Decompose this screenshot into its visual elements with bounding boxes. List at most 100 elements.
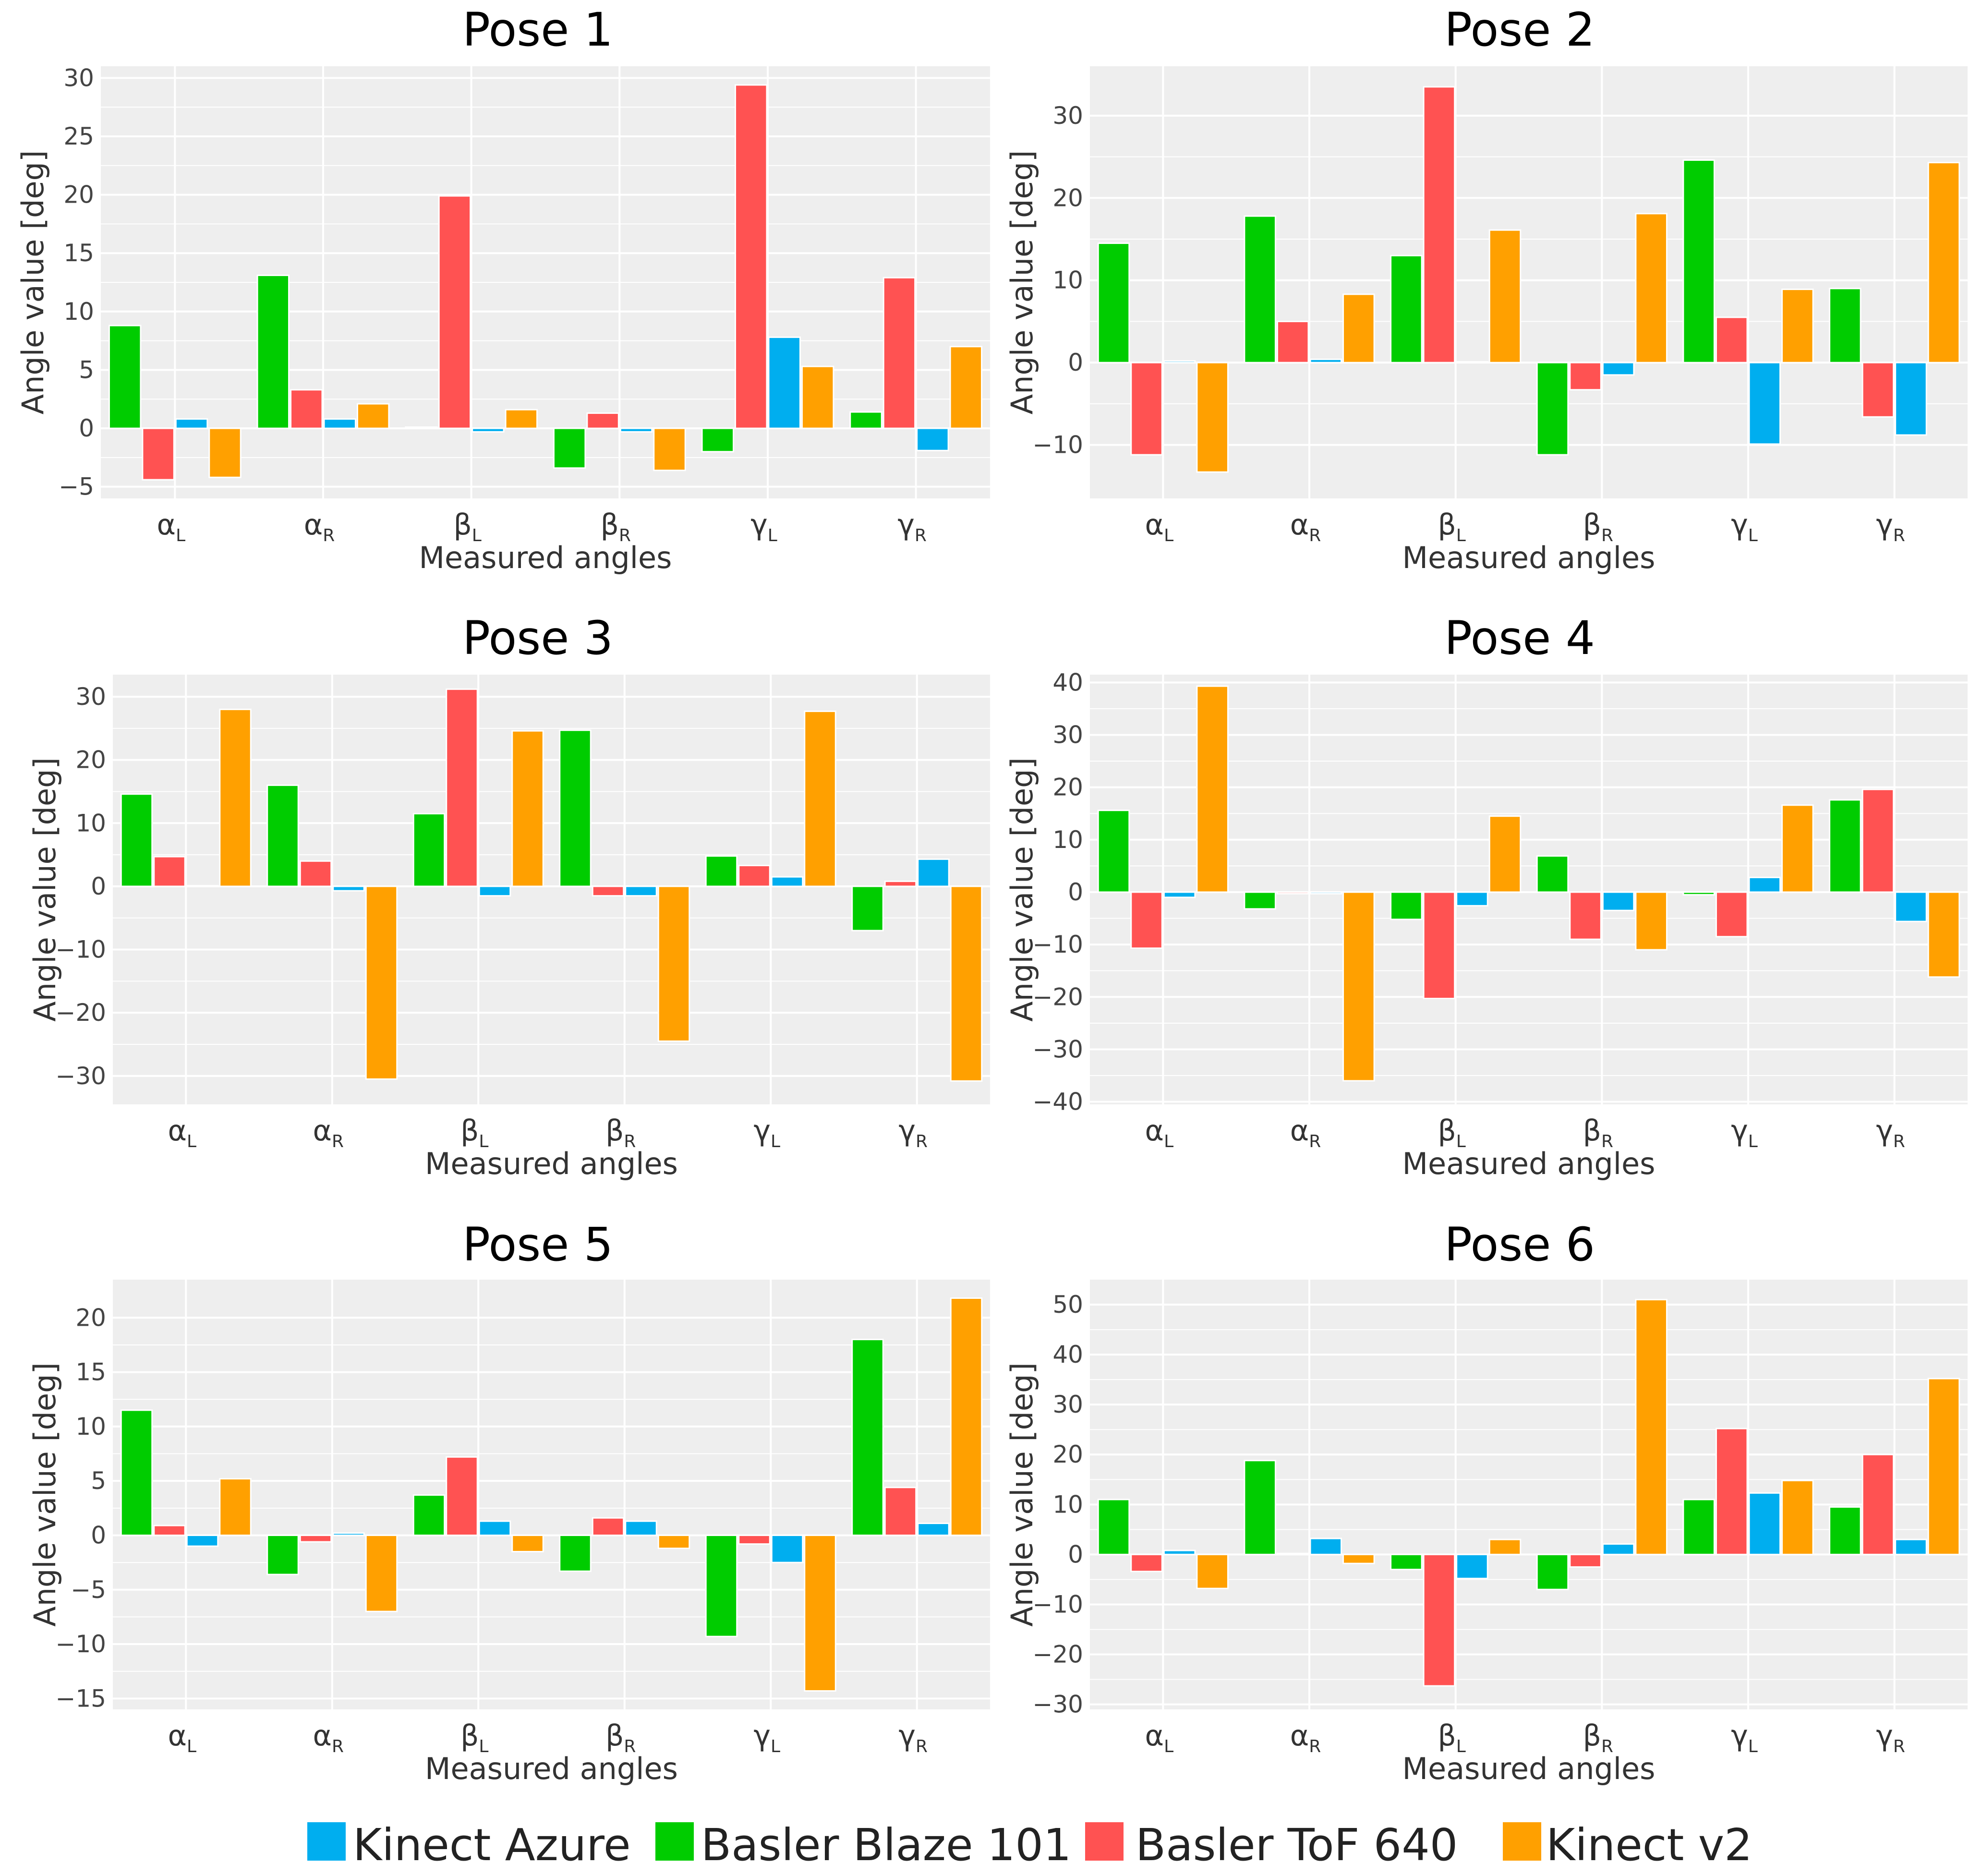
y-tick-label: 10 [1052, 1490, 1083, 1518]
bar-basler-blaze-101 [1829, 1506, 1861, 1555]
bar-kinect-azure [1895, 362, 1927, 436]
bar-basler-tof-640 [882, 277, 916, 429]
bar-basler-tof-640 [1423, 1553, 1456, 1687]
x-axis-label: Measured angles [425, 1751, 678, 1786]
bar-basler-blaze-101 [1829, 799, 1861, 893]
bar-basler-blaze-101 [1829, 288, 1861, 363]
legend-label: Basler ToF 640 [1136, 1819, 1458, 1871]
x-tick-label: αL [168, 1114, 196, 1151]
bar-basler-blaze-101 [1390, 891, 1423, 920]
bar-kinect-azure [917, 1523, 950, 1536]
bar-basler-tof-640 [1715, 1428, 1748, 1555]
plot-panel [1090, 675, 1968, 1104]
y-tick-label: −20 [1032, 1641, 1083, 1669]
bar-basler-blaze-101 [1244, 1460, 1276, 1555]
y-tick-label: −5 [71, 1576, 106, 1604]
y-tick-label: 30 [1052, 102, 1083, 130]
bar-kinect-v2 [219, 1478, 252, 1536]
bar-kinect-azure [1309, 1537, 1342, 1555]
bar-kinect-v2 [511, 730, 544, 887]
bar-kinect-v2 [950, 1297, 983, 1536]
bar-basler-tof-640 [1715, 891, 1748, 938]
y-tick-label: 40 [1052, 1341, 1083, 1368]
x-tick-label: γR [898, 1719, 928, 1756]
y-tick-label: 40 [1052, 668, 1083, 696]
bar-kinect-azure [916, 427, 949, 451]
bar-basler-tof-640 [1130, 362, 1163, 456]
bar-kinect-v2 [1488, 1538, 1522, 1555]
bar-basler-blaze-101 [553, 427, 586, 469]
bar-basler-tof-640 [1423, 891, 1456, 1000]
bar-basler-blaze-101 [412, 813, 446, 887]
chart-pose-4: Pose 4 −40 −30 −20 −10 0 10 20 30 40 αL αR βL βR γL γR M… [1004, 611, 1968, 1181]
chart-title: Pose 3 [462, 611, 613, 665]
bar-basler-blaze-101 [108, 325, 142, 429]
y-tick-label: 20 [63, 181, 94, 209]
bar-basler-tof-640 [1130, 891, 1163, 949]
y-tick-label: 0 [1068, 1540, 1083, 1568]
x-tick-label: αR [304, 508, 335, 545]
y-tick-label: 0 [91, 872, 106, 900]
bar-basler-blaze-101 [1682, 891, 1715, 896]
y-axis-label: Angle value [deg] [15, 150, 50, 414]
x-tick-label: βR [1583, 508, 1613, 545]
y-tick-label: 25 [63, 122, 94, 150]
bar-basler-blaze-101 [266, 784, 299, 887]
bar-basler-tof-640 [1423, 86, 1456, 363]
y-tick-label: −30 [1032, 1035, 1083, 1063]
bar-kinect-v2 [356, 403, 390, 429]
chart-pose-6: Pose 6 −30 −20 −10 0 10 20 30 40 50 αL αR βL βR γL γR Me… [1004, 1218, 1968, 1786]
bar-basler-blaze-101 [705, 1534, 738, 1637]
bar-basler-blaze-101 [412, 1494, 446, 1536]
bar-kinect-azure [771, 1534, 804, 1563]
bar-kinect-v2 [801, 365, 834, 429]
bar-kinect-azure [771, 876, 804, 887]
bar-kinect-v2 [1488, 815, 1522, 893]
bar-basler-blaze-101 [120, 793, 153, 887]
x-tick-label: αR [313, 1114, 344, 1151]
x-axis-label: Measured angles [1402, 540, 1656, 575]
y-tick-label: −20 [55, 999, 106, 1027]
bar-basler-tof-640 [1276, 891, 1309, 895]
bar-basler-blaze-101 [1097, 1499, 1130, 1555]
chart-pose-5: Pose 5 −15 −10 −5 0 5 10 15 20 αL αR βL βR γL γR Measur… [27, 1218, 990, 1786]
y-tick-label: 5 [91, 1467, 106, 1495]
bar-kinect-v2 [1635, 1299, 1668, 1555]
y-tick-label: 20 [75, 1304, 106, 1331]
x-tick-label: γR [1876, 1114, 1905, 1151]
bar-basler-tof-640 [153, 856, 186, 887]
bar-basler-tof-640 [438, 195, 471, 429]
x-tick-label: βR [601, 508, 631, 545]
bar-kinect-azure [1748, 362, 1781, 445]
bar-kinect-v2 [653, 427, 686, 472]
bar-basler-tof-640 [1861, 788, 1895, 893]
y-tick-label: −10 [1032, 1590, 1083, 1618]
bar-kinect-v2 [950, 885, 983, 1082]
bar-kinect-azure [478, 885, 511, 897]
bar-basler-blaze-101 [1097, 810, 1130, 893]
y-tick-label: 20 [1052, 1440, 1083, 1468]
y-tick-label: −10 [1032, 931, 1083, 958]
bar-basler-blaze-101 [1097, 242, 1130, 363]
x-tick-label: αR [1290, 1719, 1321, 1756]
y-axis-label: Angle value [deg] [1004, 757, 1039, 1021]
bar-basler-blaze-101 [266, 1534, 299, 1575]
bar-basler-tof-640 [884, 880, 917, 887]
y-tick-label: −30 [1032, 1691, 1083, 1719]
plot-panel [113, 1280, 990, 1709]
bar-kinect-v2 [1927, 891, 1960, 978]
x-tick-label: γL [1731, 508, 1758, 545]
y-tick-label: −5 [59, 473, 94, 501]
chart-title: Pose 1 [462, 3, 613, 57]
y-tick-label: 20 [75, 746, 106, 774]
x-tick-label: αR [313, 1719, 344, 1756]
y-tick-label: −40 [1032, 1088, 1083, 1116]
bar-basler-blaze-101 [1244, 891, 1276, 910]
y-tick-label: 0 [1068, 878, 1083, 906]
bar-kinect-v2 [511, 1534, 544, 1552]
x-tick-label: γR [898, 1114, 928, 1151]
x-tick-label: αL [1145, 1114, 1174, 1151]
x-tick-label: γR [1876, 1719, 1905, 1756]
bar-kinect-v2 [1196, 362, 1229, 473]
